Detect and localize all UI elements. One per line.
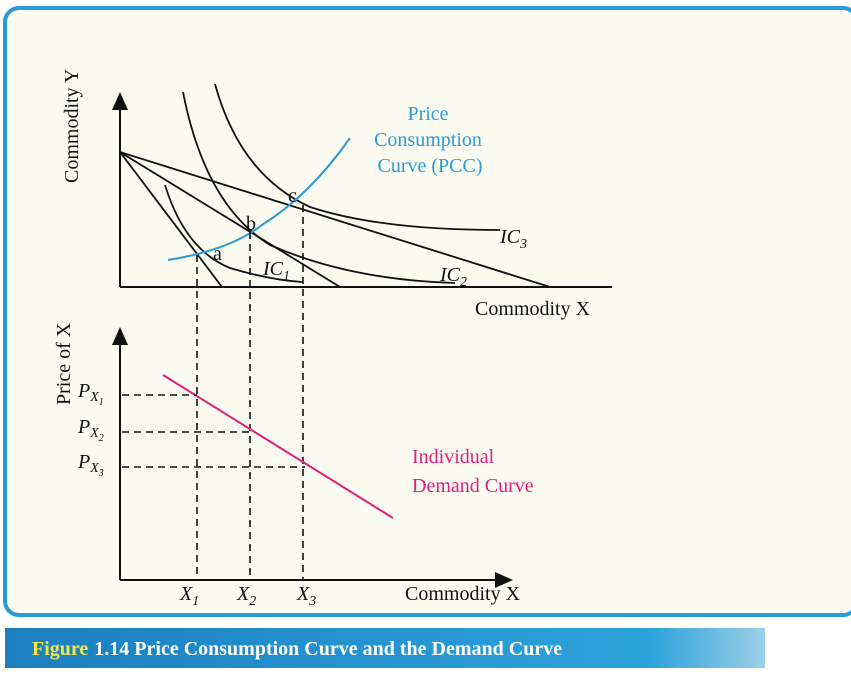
ic-label: IC1 [262, 258, 290, 284]
pcc-curve [167, 137, 351, 261]
quantity-label: X1 [179, 583, 199, 609]
demand-label: Individual [412, 446, 495, 468]
point-label: b [246, 213, 256, 235]
price-label: PX1 [77, 380, 104, 408]
point-label: c [288, 185, 297, 207]
indifference-curve [214, 83, 501, 231]
y-axis-label: Price of X [53, 322, 75, 405]
quantity-label: X2 [236, 583, 256, 609]
pcc-label: Curve (PCC) [378, 155, 483, 177]
pcc-label: Price [407, 103, 448, 125]
budget-line [119, 151, 341, 288]
ic-label: IC3 [499, 226, 527, 252]
x-axis-label: Commodity X [475, 298, 591, 320]
budget-line [119, 151, 551, 288]
pcc-label: Consumption [374, 129, 482, 151]
y-axis-label: Commodity Y [61, 69, 83, 183]
price-label: PX2 [77, 416, 104, 444]
caption: Figure 1.14 Price Consumption Curve and t… [32, 638, 562, 660]
indifference-curve [164, 184, 303, 283]
budget-line [119, 151, 223, 288]
x-axis-label: Commodity X [405, 583, 521, 605]
point-label: a [213, 243, 222, 265]
price-label: PX3 [77, 451, 104, 479]
ic-label: IC2 [439, 264, 467, 290]
quantity-label: X3 [296, 583, 316, 609]
bottom-graph: Price of X Commodity X Individual Demand… [53, 322, 534, 609]
indifference-curve [182, 91, 456, 284]
demand-label: Demand Curve [412, 475, 534, 497]
caption-bar [5, 628, 765, 668]
demand-curve [162, 374, 394, 519]
frame [3, 6, 851, 617]
top-graph: Commodity Y Commodity X Price Consumptio… [61, 69, 612, 580]
